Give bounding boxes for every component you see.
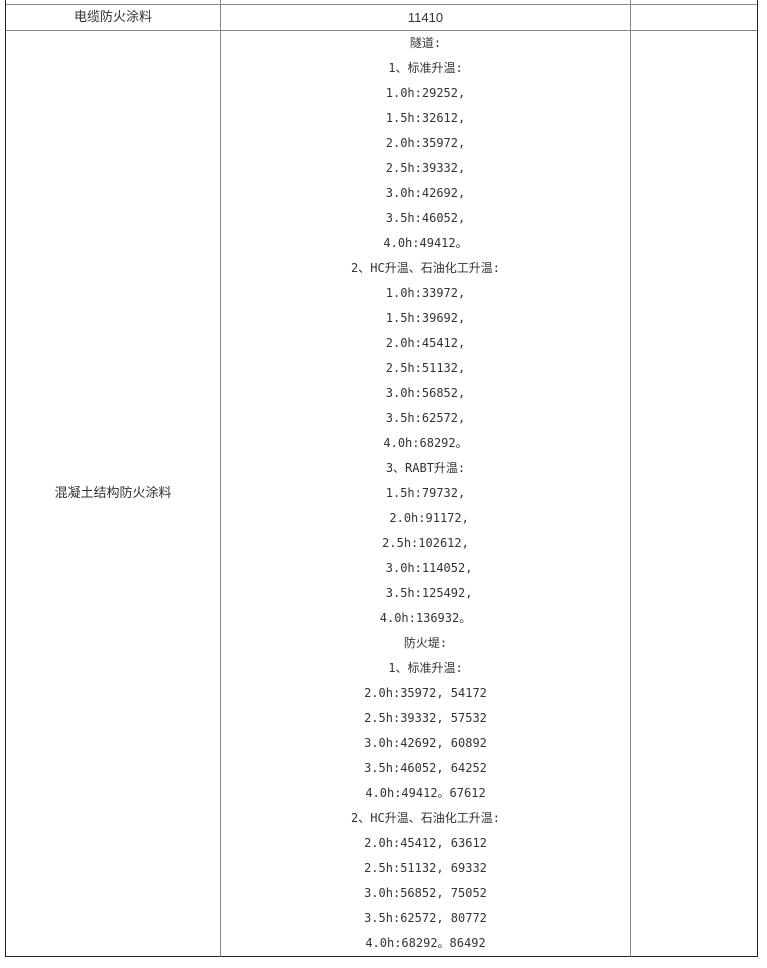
price-line: 3.0h:56852, 75052 xyxy=(364,886,487,900)
price-line: 1.5h:79732, xyxy=(385,486,466,500)
price-line: 2、HC升温、石油化工升温: xyxy=(351,261,500,275)
row-1-value: 11410 xyxy=(407,10,444,25)
price-line: 2.5h:51132, xyxy=(385,361,466,375)
price-line: 1.0h:33972, xyxy=(385,286,466,300)
price-line: 4.0h:68292。 xyxy=(383,436,468,450)
price-line: 1.5h:39692, xyxy=(385,311,466,325)
table-border xyxy=(5,956,758,957)
table-border xyxy=(757,0,758,957)
price-line: 4.0h:49412。67612 xyxy=(365,786,486,800)
price-line: 3.5h:62572, xyxy=(385,411,466,425)
price-line: 2.5h:39332, xyxy=(385,161,466,175)
row-2-name: 混凝土结构防火涂料 xyxy=(54,486,172,501)
column-divider xyxy=(630,0,631,957)
price-line: 2.0h:45412, 63612 xyxy=(364,836,487,850)
price-line: 1.0h:29252, xyxy=(385,86,466,100)
price-line: 3、RABT升温: xyxy=(385,461,466,475)
row-divider xyxy=(5,30,758,31)
row-1-note xyxy=(631,5,757,30)
row-1-name: 电缆防火涂料 xyxy=(73,10,152,25)
price-line: 2.5h:39332, 57532 xyxy=(364,711,487,725)
price-line: 1.5h:32612, xyxy=(385,111,466,125)
price-line: 2.0h:35972, xyxy=(385,136,466,150)
table-border xyxy=(5,0,6,957)
row-2-value: 隧道: 1、标准升温: 1.0h:29252, 1.5h:32612, 2.0h:359… xyxy=(221,31,630,956)
price-line: 2、HC升温、石油化工升温: xyxy=(351,811,500,825)
price-line: 3.5h:125492, xyxy=(378,586,473,600)
price-line: 3.0h:42692, xyxy=(385,186,466,200)
price-line: 2.0h:91172, xyxy=(382,511,469,525)
price-line: 2.0h:35972, 54172 xyxy=(364,686,487,700)
price-line: 3.5h:46052, xyxy=(385,211,466,225)
column-divider xyxy=(220,0,221,957)
price-line: 4.0h:68292。86492 xyxy=(365,936,486,950)
price-line: 3.5h:62572, 80772 xyxy=(364,911,487,925)
price-line: 2.5h:51132, 69332 xyxy=(364,861,487,875)
price-line: 1、标准升温: xyxy=(388,61,463,75)
price-line: 4.0h:136932。 xyxy=(379,611,472,625)
price-line: 2.0h:45412, xyxy=(385,336,466,350)
price-line: 隧道: xyxy=(409,36,442,50)
table-border xyxy=(5,4,758,5)
price-line: 3.0h:56852, xyxy=(385,386,466,400)
price-line: 1、标准升温: xyxy=(388,661,463,675)
price-line: 3.5h:46052, 64252 xyxy=(364,761,487,775)
price-line: 3.0h:42692, 60892 xyxy=(364,736,487,750)
price-line: 防火堤: xyxy=(403,636,448,650)
price-line: 2.5h:102612, xyxy=(382,536,469,550)
price-line: 4.0h:49412。 xyxy=(383,236,468,250)
price-line: 3.0h:114052, xyxy=(378,561,473,575)
